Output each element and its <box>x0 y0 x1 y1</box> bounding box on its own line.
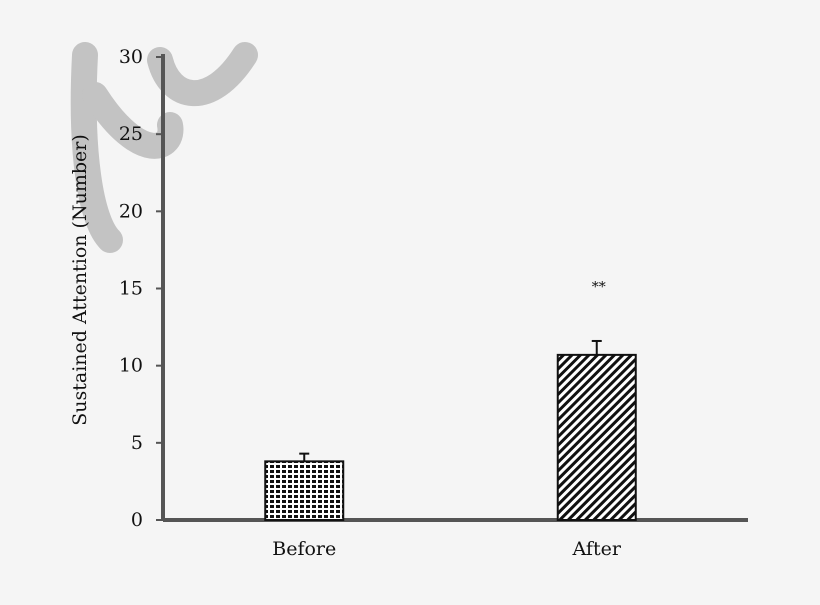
y-tick-label: 15 <box>119 278 143 300</box>
bar-after <box>556 353 637 522</box>
y-axis-label: Sustained Attention (Number) <box>69 134 91 426</box>
bars: ** <box>264 280 637 522</box>
y-tick-label: 10 <box>119 355 143 377</box>
significance-annotation: ** <box>592 280 606 296</box>
axes <box>161 54 748 522</box>
y-tick-label: 25 <box>119 123 143 145</box>
bar-before <box>264 460 345 521</box>
y-tick-label: 20 <box>119 200 143 222</box>
y-tick-label: 5 <box>131 432 143 454</box>
x-tick-label: After <box>572 538 622 560</box>
x-tick-labels: Before After <box>272 538 622 560</box>
y-tick-label: 0 <box>131 509 143 531</box>
y-ticks: 0 5 10 15 20 25 30 <box>119 46 163 531</box>
y-tick-label: 30 <box>119 46 143 68</box>
x-tick-label: Before <box>272 538 336 560</box>
